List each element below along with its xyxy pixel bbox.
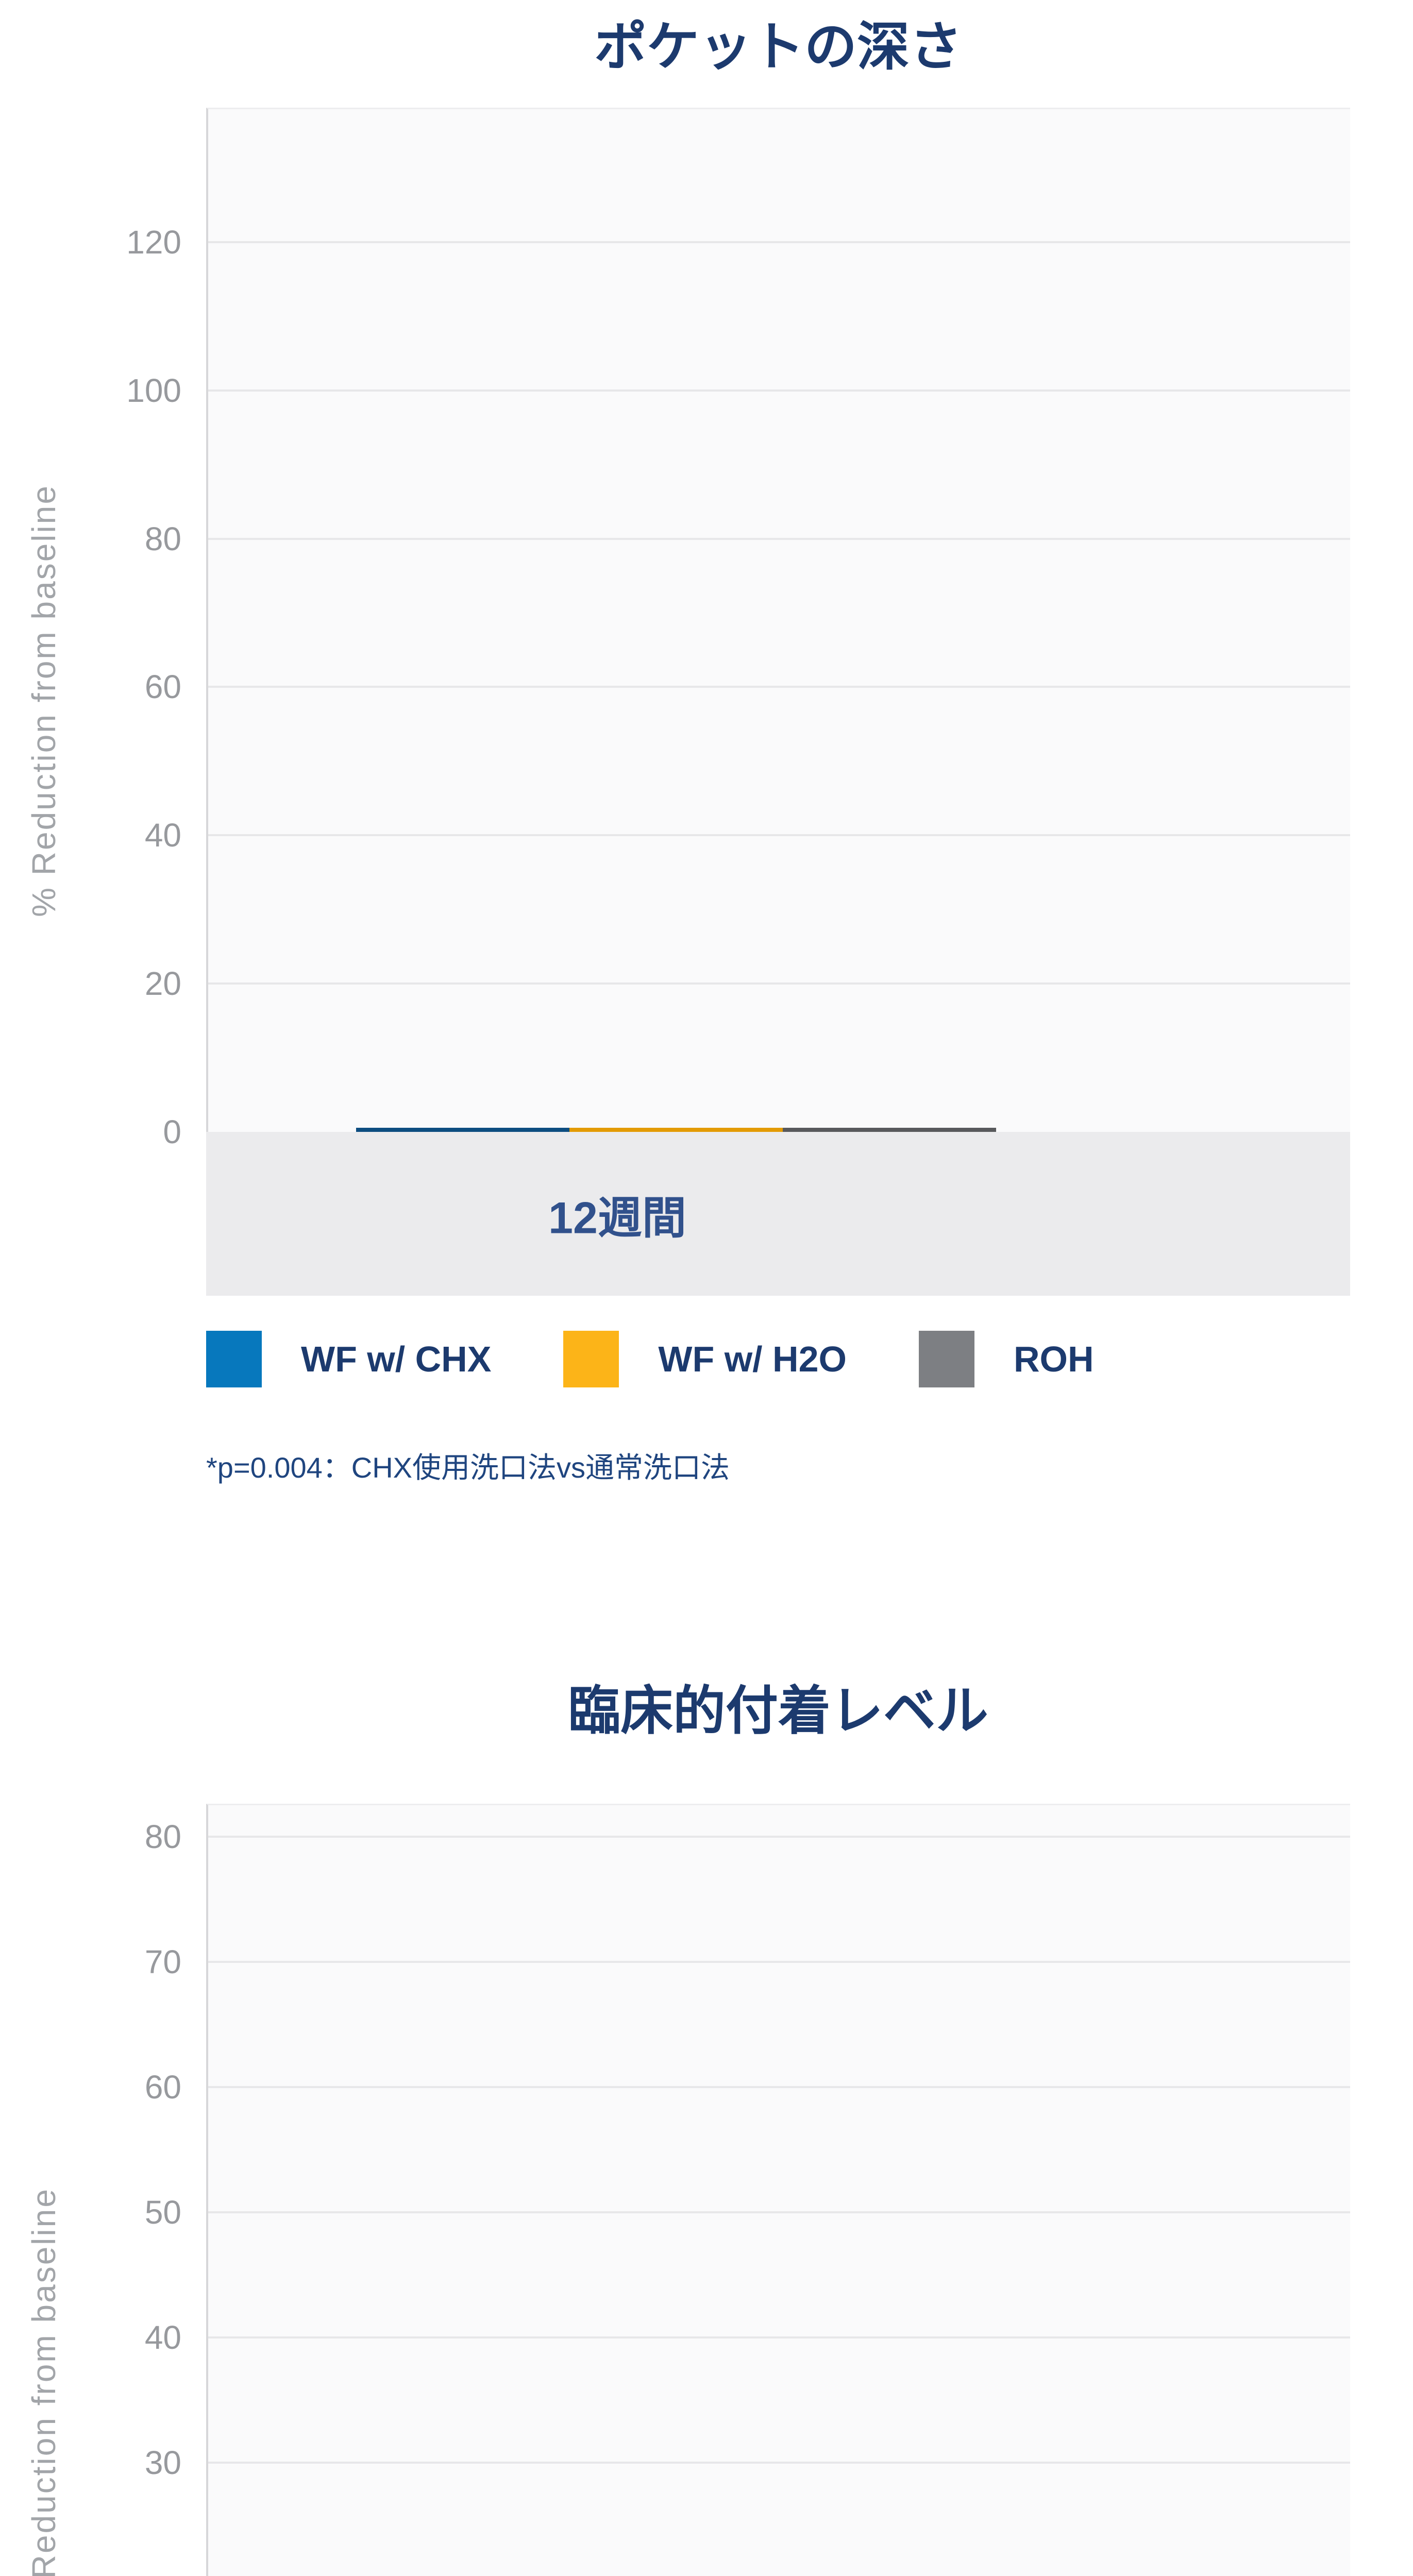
legend-swatch-wf-w-chx [206,1330,262,1387]
y-axis-tick-label: 80 [144,520,181,557]
y-axis-tick-label: 40 [144,817,181,854]
gridline [208,537,1350,540]
bar-wf-w-h2o: 80% [569,1127,783,1229]
y-axis-tick-label: 20 [145,2569,181,2576]
gridline [208,389,1350,392]
gridline [208,686,1350,688]
y-axis-tick-label: 30 [144,2444,181,2481]
x-axis-band: 12週間 [206,1131,1350,1296]
y-axis-tick-label: 100 [126,372,181,410]
legend-swatch-wf-w-h2o [563,1330,619,1387]
footnotes: *p=0.004：CHX使用洗口法vs通常洗口法 [206,1448,1413,1487]
footnote: *p=0.004：CHX使用洗口法vs通常洗口法 [206,1451,730,1484]
gridline [208,241,1350,244]
y-axis-title: % Reduction from baseline [25,484,62,917]
gridline [208,2211,1350,2213]
legend-label: WF w/ H2O [658,1338,847,1379]
clinical-attachment-chart: 臨床的付着レベル % Reduction from baseline 76.7%… [0,1487,1413,2576]
y-axis-tick-label: 70 [144,1943,181,1980]
bars-group: 95.8%80%63.8% [356,1127,996,1229]
legend-label: ROH [1013,1338,1094,1379]
gridline [208,2461,1350,2464]
y-axis-tick-label: 120 [126,224,181,261]
x-axis-category-label: 12週間 [548,1193,686,1243]
legend-swatch-roh [918,1330,974,1387]
y-axis-tick-label: 60 [144,668,181,706]
bar-roh: 63.8% [783,1127,996,1229]
y-axis-tick-label: 50 [144,2193,181,2231]
gridline [208,834,1350,837]
plot-area: 76.7%68.8%50.3% 01020304050607080 [145,1804,1350,2576]
legend: WF w/ CHX WF w/ H2O ROH [206,1330,1413,1387]
y-axis-tick-label: 60 [144,2068,181,2106]
chart-area: % Reduction from baseline 95.8%80%63.8% … [25,107,1350,1296]
y-axis-tick-label: 40 [144,2318,181,2356]
chart-title: ポケットの深さ [594,18,962,76]
legend-label: WF w/ CHX [301,1338,492,1379]
gridline [208,1835,1350,1838]
gridline [208,1960,1350,1963]
y-axis-tick-label: 80 [144,1818,181,1855]
legend-entry-wf-w-h2o: WF w/ H2O [563,1330,847,1387]
gridline [208,2086,1350,2088]
chart-title: 臨床的付着レベル [568,1681,988,1740]
gridline [208,982,1350,985]
y-axis-title: % Reduction from baseline [25,2188,62,2576]
y-axis-tick-label: 0 [163,1113,181,1150]
pocket-depth-chart: ポケットの深さ % Reduction from baseline 95.8%8… [25,18,1413,1487]
y-axis-tick-label: 20 [144,964,181,1002]
plot-area: 95.8%80%63.8% 0 20 40 60 80 100 120 [126,107,1350,1229]
chart-area: % Reduction from baseline 76.7%68.8%50.3… [25,1804,1350,2576]
bar-wf-w-chx: 95.8% [356,1127,569,1229]
gridline [208,2336,1350,2338]
legend-entry-wf-w-chx: WF w/ CHX [206,1330,492,1387]
legend-entry-roh: ROH [918,1330,1094,1387]
